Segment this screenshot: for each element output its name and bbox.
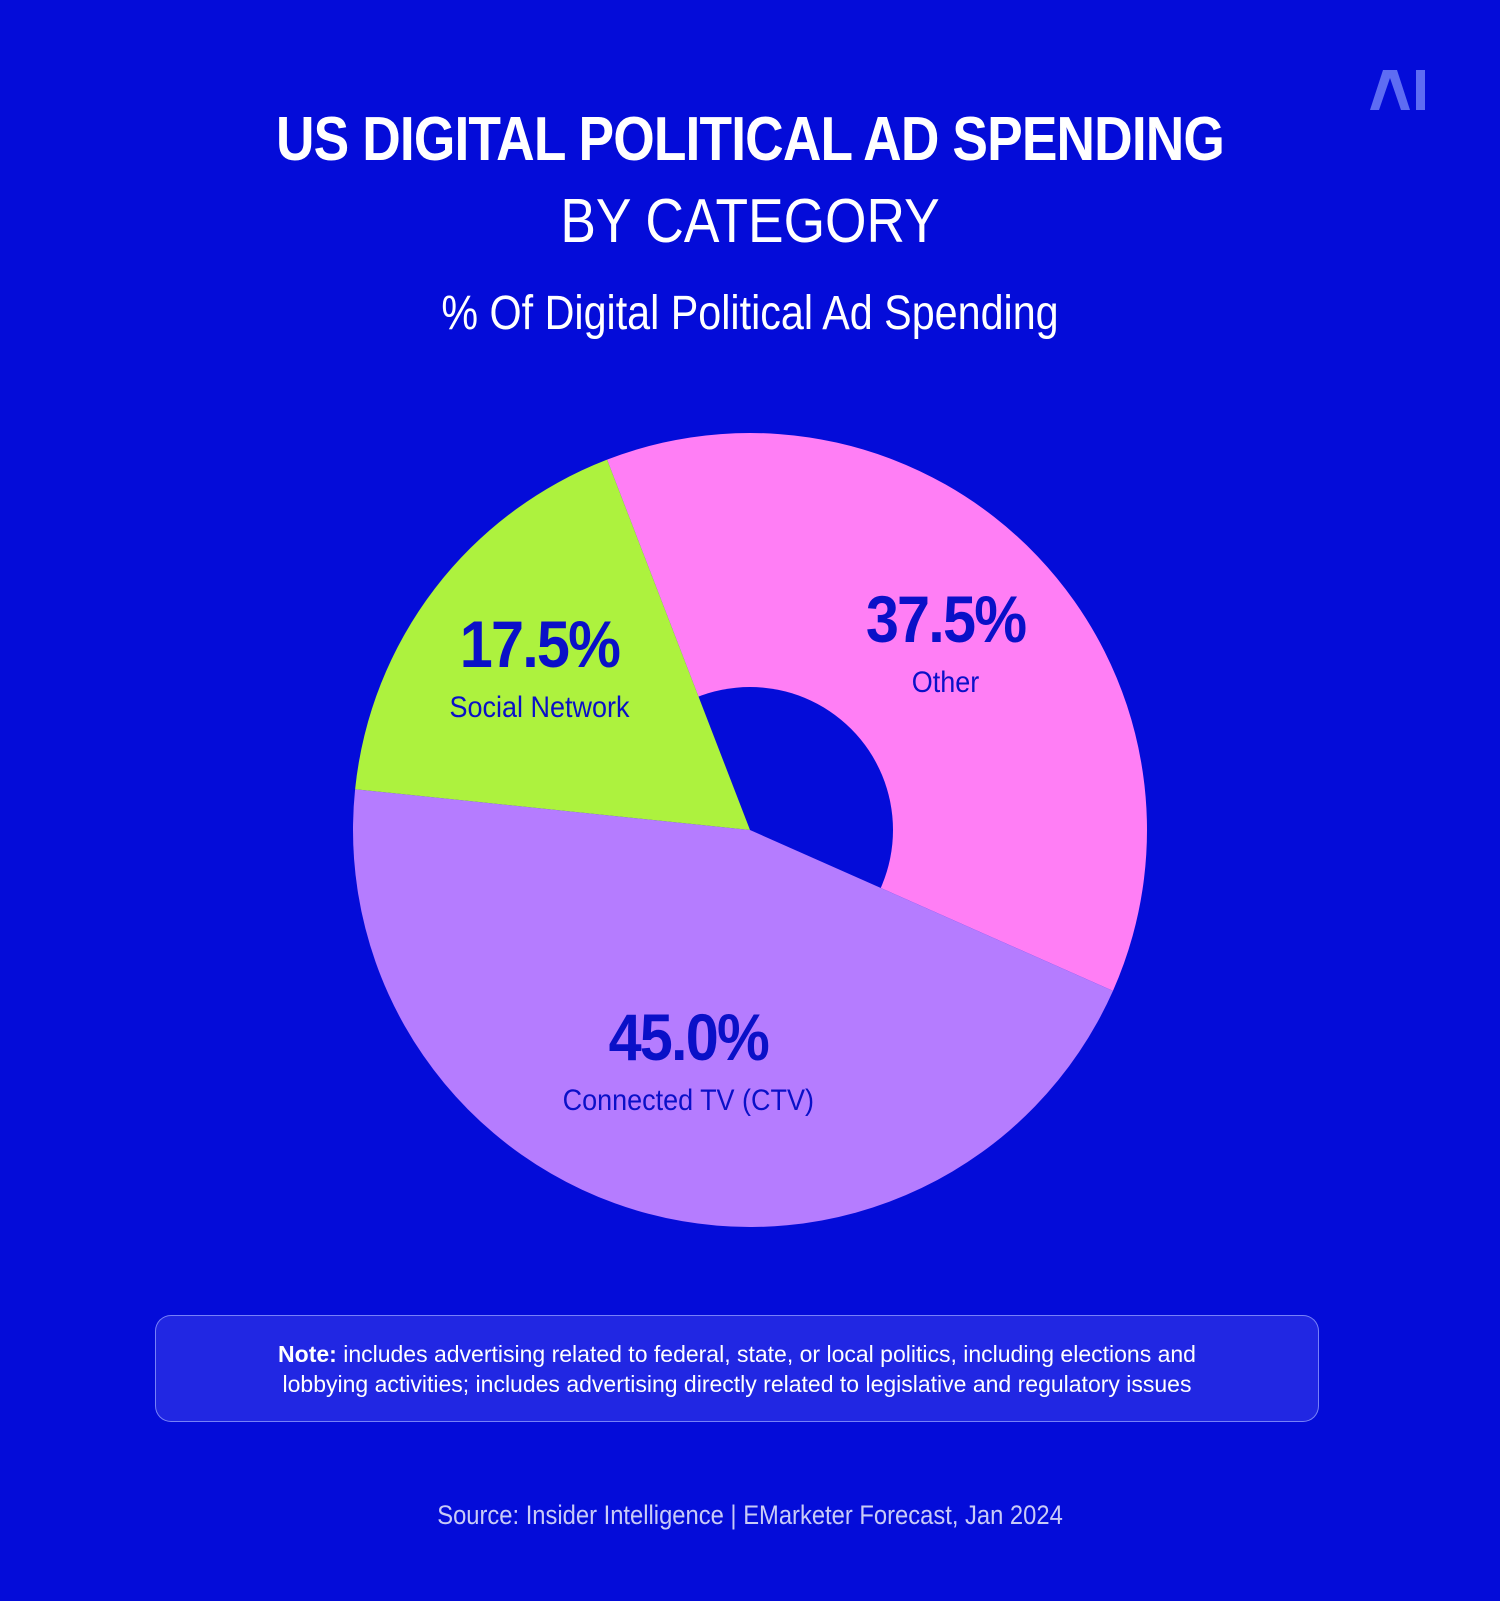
chart-subtitle: % Of Digital Political Ad Spending [441,287,1059,340]
chart-title: US DIGITAL POLITICAL AD SPENDING [275,105,1225,174]
slice-ctv-category-label: Connected TV (CTV) [563,1084,814,1118]
brand-logo [1370,70,1425,110]
slice-ctv [353,789,1113,1227]
note-label: Note: [278,1340,337,1367]
slice-other [607,433,1147,991]
note-content: Note: includes advertising related to fe… [247,1339,1227,1399]
note-text: includes advertising related to federal,… [282,1340,1196,1397]
logo-letter-a [1370,70,1410,110]
source-text: Source: Insider Intelligence | EMarketer… [437,1500,1063,1530]
slice-other-value-label: 37.5% [866,583,1026,657]
logo-letter-i [1416,70,1425,110]
note-box: Note: includes advertising related to fe… [155,1315,1319,1422]
slice-social-network-category-label: Social Network [450,691,631,725]
slice-social-network [355,459,750,830]
slice-social-network-value-label: 17.5% [460,608,620,682]
slice-ctv-value-label: 45.0% [609,1001,769,1075]
chart-title-line-2: BY CATEGORY [560,187,940,256]
slice-other-category-label: Other [912,666,980,700]
